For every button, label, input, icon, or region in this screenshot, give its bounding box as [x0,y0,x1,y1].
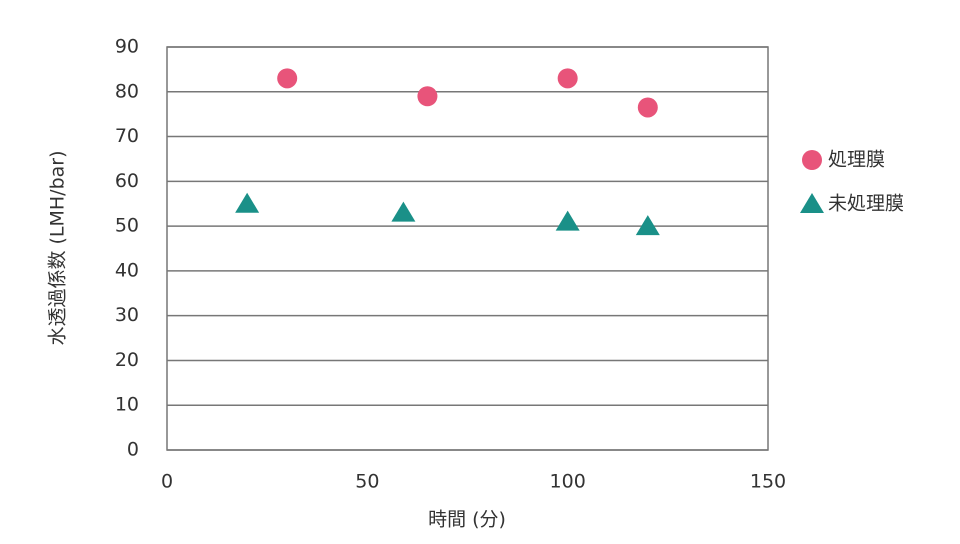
triangle-point [635,215,660,236]
x-tick-label: 150 [750,471,786,493]
y-tick-label: 50 [115,215,139,237]
x-tick-label: 50 [355,471,379,493]
triangle-point [235,192,260,213]
x-tick-label: 100 [550,471,586,493]
x-axis-label: 時間 (分) [428,509,506,531]
y-tick-label: 0 [127,439,139,461]
circle-point [637,97,658,118]
circle-point [277,68,298,89]
legend-label: 処理膜 [828,149,885,171]
y-tick-label: 10 [115,394,139,416]
y-axis-label: 水透過係数 (LMH/bar) [47,150,69,345]
legend-label: 未処理膜 [828,193,904,215]
y-tick-label: 20 [115,349,139,371]
legend-marker [802,150,822,170]
circle-point [557,68,578,89]
plot-border [166,46,769,451]
x-tick-label: 0 [161,471,173,493]
circle-point [417,86,438,107]
y-tick-label: 80 [115,80,139,102]
y-tick-label: 60 [115,170,139,192]
y-tick-label: 90 [115,36,139,58]
triangle-point [555,210,580,231]
y-tick-label: 70 [115,125,139,147]
legend-marker [800,193,824,213]
y-tick-label: 30 [115,304,139,326]
y-tick-label: 40 [115,259,139,281]
triangle-point [391,201,416,222]
